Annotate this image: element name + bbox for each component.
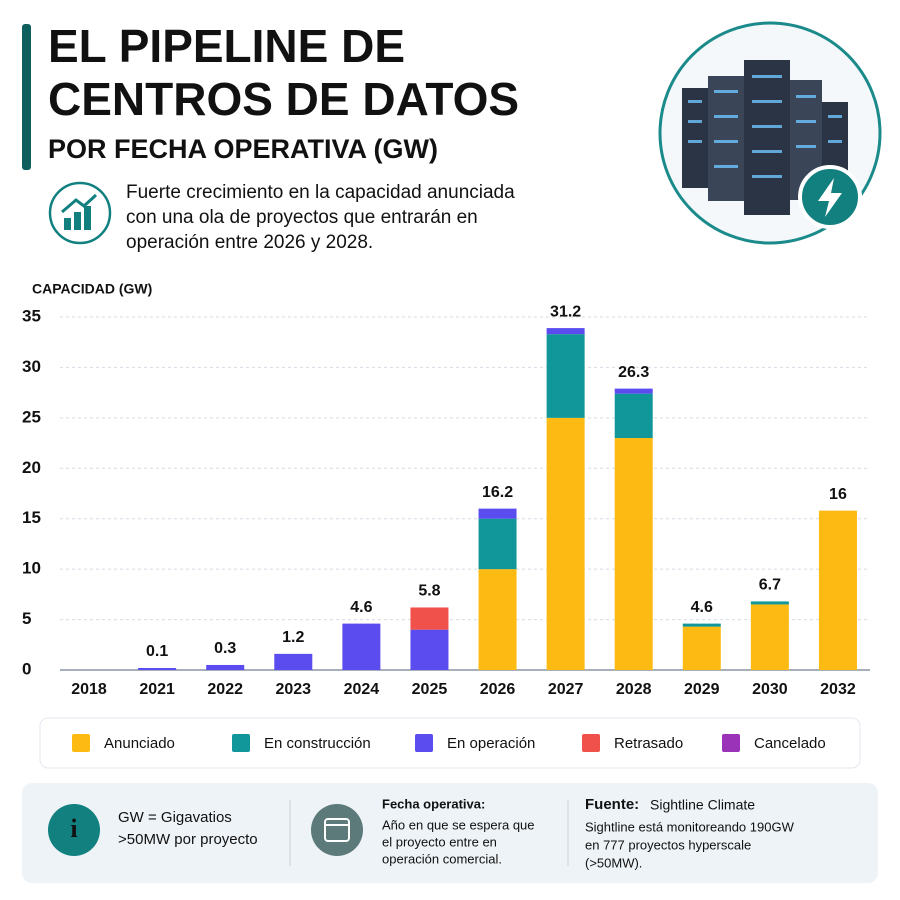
x-tick-label: 2025 — [412, 681, 448, 698]
bar-segment — [546, 334, 585, 418]
title-accent — [22, 24, 31, 170]
server-illustration — [658, 21, 882, 245]
y-tick-label: 30 — [22, 357, 41, 376]
bar-segment — [342, 623, 381, 670]
source-label: Fuente: — [585, 796, 639, 813]
total-label: 1.2 — [282, 629, 304, 646]
bar-segment — [750, 604, 789, 670]
total-label: 0.3 — [214, 640, 236, 657]
y-axis-label: CAPACIDAD (GW) — [32, 281, 152, 297]
y-tick-label: 5 — [22, 609, 31, 628]
calendar-icon-glyph — [324, 818, 350, 842]
legend-swatch — [72, 734, 90, 752]
x-tick-label: 2018 — [71, 681, 107, 698]
info-icon — [48, 804, 100, 856]
source-name: Sightline Climate — [650, 797, 755, 813]
legend-swatch — [415, 734, 433, 752]
bar-segment — [410, 607, 449, 630]
x-tick-label: 2022 — [207, 681, 243, 698]
date-text: Año en que se espera que — [382, 817, 535, 832]
legend-label: Retrasado — [614, 735, 683, 752]
growth-icon-bars — [64, 206, 91, 230]
units-text: >50MW por proyecto — [118, 831, 258, 848]
y-tick-label: 25 — [22, 407, 41, 426]
y-tick-label: 20 — [22, 458, 41, 477]
subtitle: POR FECHA OPERATIVA (GW) — [48, 134, 438, 164]
units-text: GW = Gigavatios — [118, 809, 232, 826]
x-tick-label: 2024 — [344, 681, 380, 698]
legend-label: Anunciado — [104, 735, 175, 752]
growth-icon-arrow — [61, 193, 98, 214]
bar-segment — [818, 510, 857, 670]
legend-box — [39, 717, 861, 769]
x-tick-label: 2029 — [684, 681, 720, 698]
date-text: el proyecto entre en — [382, 834, 497, 849]
bar-segment — [614, 388, 653, 394]
bar-segment — [546, 417, 585, 670]
bar-segment — [614, 393, 653, 439]
total-label: 6.7 — [759, 577, 781, 594]
bar-segment — [138, 667, 177, 670]
source-text: en 777 proyectos hyperscale — [585, 837, 751, 852]
total-label: 4.6 — [350, 599, 372, 616]
bar-segment — [478, 508, 517, 519]
source-text: (>50MW). — [585, 855, 642, 870]
legend-swatch — [232, 734, 250, 752]
title: EL PIPELINE DE — [48, 20, 405, 72]
title: CENTROS DE DATOS — [48, 73, 519, 125]
bar-segment — [478, 518, 517, 570]
x-tick-label: 2032 — [820, 681, 856, 698]
bar-segment — [274, 653, 313, 670]
info-icon-glyph: i — [70, 814, 77, 843]
date-text: operación comercial. — [382, 851, 502, 866]
x-tick-label: 2027 — [548, 681, 584, 698]
y-tick-label: 15 — [22, 508, 41, 527]
total-label: 16.2 — [482, 484, 513, 501]
footer-box — [22, 783, 878, 883]
total-label: 31.2 — [550, 303, 581, 320]
legend-swatch — [582, 734, 600, 752]
x-tick-label: 2021 — [139, 681, 175, 698]
bar-segment — [478, 569, 517, 670]
x-tick-label: 2030 — [752, 681, 788, 698]
description: con una ola de proyectos que entrarán en — [126, 207, 478, 228]
date-title: Fecha operativa: — [382, 796, 485, 811]
legend-swatch — [722, 734, 740, 752]
calendar-icon — [311, 804, 363, 856]
x-tick-label: 2026 — [480, 681, 516, 698]
x-tick-label: 2028 — [616, 681, 652, 698]
bar-segment — [410, 629, 449, 670]
y-tick-label: 35 — [22, 306, 41, 325]
total-label: 16 — [829, 486, 847, 503]
bar-segment — [206, 664, 245, 670]
total-label: 0.1 — [146, 643, 168, 660]
y-tick-label: 10 — [22, 559, 41, 578]
y-tick-label: 0 — [22, 659, 31, 678]
legend-label: En operación — [447, 735, 535, 752]
legend: Anunciado En construcción En operación Retr… — [72, 734, 826, 752]
source-text: Sightline está monitoreando 190GW — [585, 819, 795, 834]
bar-segment — [614, 438, 653, 670]
bar-segment — [682, 623, 721, 627]
legend-label: En construcción — [264, 735, 371, 752]
total-label: 4.6 — [691, 599, 713, 616]
legend-label: Cancelado — [754, 735, 826, 752]
description: operación entre 2026 y 2028. — [126, 232, 373, 253]
bar-segment — [750, 601, 789, 605]
bar-segment — [546, 328, 585, 335]
x-tick-label: 2023 — [275, 681, 311, 698]
bar-segment — [682, 626, 721, 670]
description: Fuerte crecimiento en la capacidad anunc… — [126, 182, 515, 203]
total-label: 5.8 — [418, 583, 440, 600]
total-label: 26.3 — [618, 364, 649, 381]
